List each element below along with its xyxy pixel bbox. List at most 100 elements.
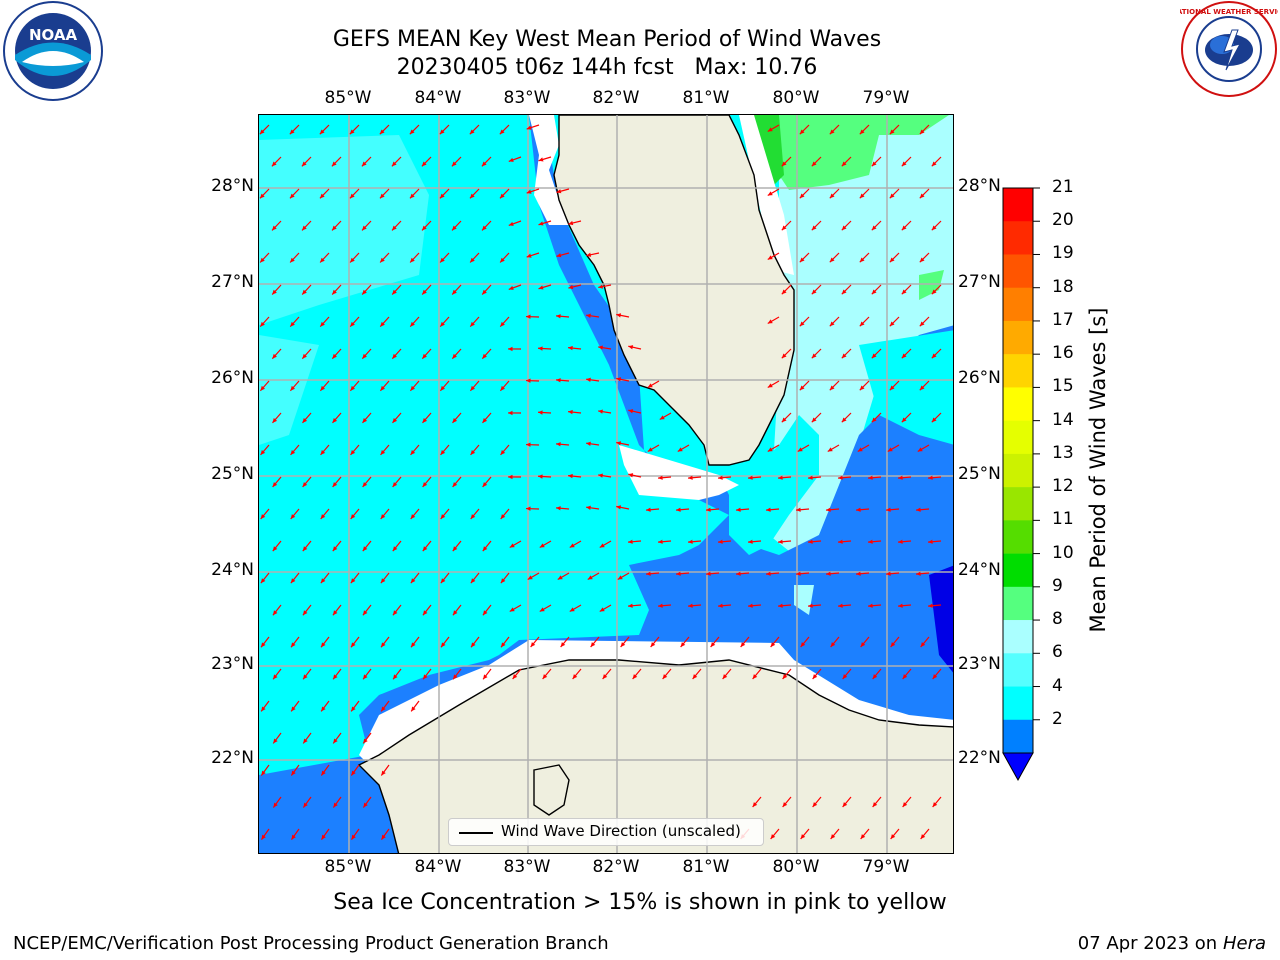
wind-wave-arrow [781,284,792,295]
wind-wave-arrow [380,572,390,584]
wind-wave-arrow [482,604,492,616]
wind-wave-arrow [301,156,312,167]
wind-wave-arrow [525,506,540,511]
wind-wave-arrow [811,156,822,167]
wind-wave-arrow [422,604,432,616]
wind-wave-arrow [860,636,870,648]
wind-wave-arrow [391,220,402,231]
wind-wave-arrow [526,188,540,194]
wind-wave-arrow [499,316,510,328]
wind-wave-arrow [767,380,780,389]
wind-wave-arrow [747,539,762,544]
wind-wave-arrow [350,764,360,776]
wind-wave-arrow [332,668,342,680]
wind-wave-arrow [260,700,270,712]
wind-wave-arrow [717,475,732,480]
wind-wave-arrow [800,636,810,648]
wind-wave-arrow [677,444,690,453]
nws-logo: NATIONAL WEATHER SERVICE [1180,1,1278,97]
wind-wave-arrow [349,252,360,263]
wind-wave-arrow [841,412,852,423]
wind-wave-arrow [260,508,270,520]
wind-wave-arrow [807,603,822,608]
wind-wave-arrow [302,732,312,744]
wind-wave-arrow [598,473,612,478]
wind-wave-arrow [586,505,600,510]
legend: Wind Wave Direction (unscaled) [448,818,764,846]
wind-wave-arrow [867,603,882,608]
wind-wave-arrow [439,188,450,199]
nws-logo-text: NATIONAL WEATHER SERVICE [1180,8,1278,16]
wind-wave-arrow [811,348,822,359]
wind-wave-arrow [361,156,372,167]
wind-wave-arrow [289,252,300,263]
wind-wave-arrow [332,732,342,744]
land-fill [357,115,953,853]
lat-lon-grid [259,115,953,853]
colorbar-band [1003,620,1033,654]
wind-wave-arrow [590,636,600,648]
colorbar-band [1003,553,1033,588]
lon-tick-top: 79°W [862,88,910,108]
wind-wave-arrow [568,409,582,415]
lat-tick-left: 23°N [211,654,254,674]
wind-wave-arrow [829,316,840,327]
wind-wave-arrow [871,412,882,423]
wind-wave-arrow [451,348,462,360]
wind-wave-arrow [812,796,822,808]
wind-wave-arrow [901,156,912,167]
wind-wave-arrow [586,252,600,257]
wind-wave-arrow [777,539,792,544]
wind-wave-arrow [859,380,870,391]
lon-tick-top: 83°W [503,88,551,108]
wind-wave-arrow [837,603,852,608]
wind-wave-arrow [799,188,810,199]
wind-wave-arrow [855,571,870,576]
wind-wave-arrow [362,668,372,680]
lat-tick-right: 27°N [958,272,1001,292]
colorbar-tick-label: 8 [1052,609,1063,630]
wind-wave-arrow [350,444,360,456]
wind-wave-arrow [657,603,672,608]
wind-wave-arrow [499,124,510,135]
wind-wave-arrow [765,571,780,576]
wind-wave-arrow [897,475,912,480]
wind-wave-arrow [770,828,780,840]
wind-wave-arrow [527,572,540,581]
wind-wave-arrow [350,636,360,648]
wind-wave-arrow [829,124,840,135]
wind-wave-arrow [332,476,342,488]
wind-wave-arrow [781,156,792,167]
wind-wave-arrow [901,412,912,423]
wind-wave-arrow [302,796,312,808]
wind-wave-arrow [409,316,420,328]
wind-wave-arrow [320,828,330,840]
wind-wave-arrow [777,475,792,480]
wind-wave-arrow [272,604,282,616]
wind-wave-arrow [586,313,600,318]
wind-wave-arrow [290,636,300,648]
wind-wave-arrow [362,540,372,552]
wind-wave-arrow [526,124,540,130]
wind-wave-arrow [747,603,762,608]
wind-wave-arrow [560,636,570,648]
colorbar-tick-label: 4 [1052,675,1063,696]
wind-wave-arrow [452,540,462,552]
wind-wave-arrow [259,124,270,135]
wind-wave-arrow [451,284,462,295]
lat-tick-left: 28°N [211,176,254,196]
wind-wave-arrow [927,475,942,480]
wind-wave-arrow [659,412,672,421]
wind-wave-arrow [469,316,480,328]
colorbar-tick-label: 16 [1052,343,1074,364]
wind-wave-arrow [440,572,450,584]
wind-wave-arrow [919,316,930,327]
wind-wave-arrow [409,188,420,199]
colorbar-band [1003,354,1033,388]
wind-wave-arrow [767,444,780,453]
colorbar-label: Mean Period of Wind Waves [s] [1086,307,1110,633]
wind-wave-arrow [332,412,342,424]
colorbar-tick-label: 20 [1052,210,1074,231]
wind-wave-arrow [687,475,702,480]
map-title: GEFS MEAN Key West Mean Period of Wind W… [332,27,882,52]
